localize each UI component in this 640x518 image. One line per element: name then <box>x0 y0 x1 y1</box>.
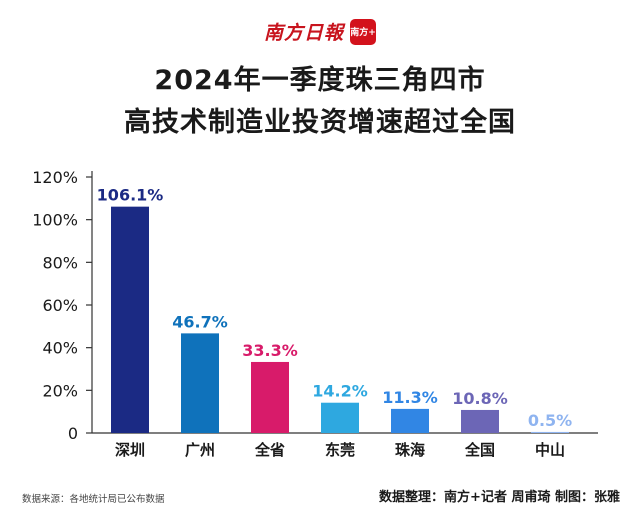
y-tick-label: 60% <box>42 296 78 315</box>
bar <box>531 431 569 433</box>
bar-value-label: 0.5% <box>528 411 572 430</box>
chart-title-line1: 2024年一季度珠三角四市 <box>154 65 486 96</box>
x-category-label: 广州 <box>185 441 215 459</box>
bar-value-label: 33.3% <box>242 341 298 360</box>
data-source: 数据来源：各地统计局已公布数据 <box>22 494 165 505</box>
y-tick-label: 100% <box>32 211 78 230</box>
bar <box>111 206 149 433</box>
bar-chart: 0 20% 40% 60% 80% 100% 120% 106.1% 深圳 46.7% 广州 33.3… <box>32 168 598 459</box>
bar <box>391 408 429 433</box>
bar-value-label: 10.8% <box>452 389 508 408</box>
x-category-label: 珠海 <box>395 441 425 459</box>
y-tick-label: 40% <box>42 339 78 358</box>
y-tick-label: 80% <box>42 253 78 272</box>
masthead: 南方日報 南方+ <box>0 18 640 45</box>
y-tick-label: 0 <box>68 424 78 443</box>
chart-title-line2: 高技术制造业投资增速超过全国 <box>124 107 516 138</box>
x-category-label: 东莞 <box>325 441 355 459</box>
x-category-label: 全省 <box>254 441 285 459</box>
bar-value-label: 106.1% <box>97 186 164 205</box>
bar-value-label: 11.3% <box>382 388 438 407</box>
y-tick-label: 20% <box>42 381 78 400</box>
brand-name: 南方日報 <box>263 22 344 44</box>
bar-value-label: 14.2% <box>312 382 368 401</box>
bar <box>251 361 289 433</box>
x-category-label: 深圳 <box>115 441 145 459</box>
x-category-label: 中山 <box>535 441 565 459</box>
brand-logo-icon: 南方+ <box>350 18 376 45</box>
bar <box>461 409 499 433</box>
bar <box>321 402 359 433</box>
bar <box>181 333 219 433</box>
y-tick-label: 120% <box>32 168 78 187</box>
x-category-label: 全国 <box>464 441 495 459</box>
credits: 数据整理：南方+记者 周甫琦 制图：张雅 <box>379 490 620 505</box>
bar-value-label: 46.7% <box>172 312 228 331</box>
